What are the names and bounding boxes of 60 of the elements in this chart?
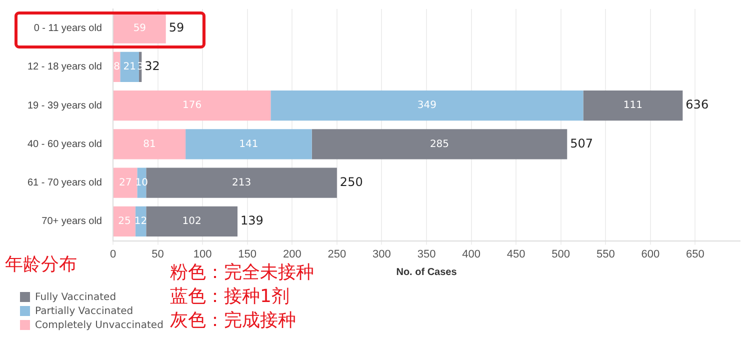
data-label: 102	[182, 216, 202, 228]
y-tick-label: 19 - 39 years old	[28, 100, 102, 112]
bar	[186, 129, 312, 160]
bar	[114, 13, 166, 44]
bar	[583, 90, 683, 121]
total-label: 250	[340, 174, 363, 189]
data-label: 81	[143, 138, 156, 150]
data-label: 111	[623, 100, 643, 112]
x-tick-label: 200	[282, 248, 302, 260]
total-label: 139	[240, 214, 264, 228]
x-tick-label: 450	[506, 248, 526, 260]
y-tick-label: 40 - 60 years old	[28, 138, 102, 150]
data-label: 12	[134, 216, 148, 228]
x-tick-label: 350	[417, 248, 436, 260]
text: 蓝色：接种1剂	[170, 285, 290, 308]
data-label: 27	[118, 177, 132, 188]
bar	[146, 168, 337, 198]
bar	[114, 168, 138, 198]
x-tick-label: 650	[686, 248, 704, 260]
x-tick-label: 0	[110, 248, 116, 260]
bar	[114, 90, 271, 121]
y-tick-label: 70+ years old	[42, 216, 102, 228]
total-label: 507	[570, 136, 594, 150]
text: 粉色：完全未接种	[170, 261, 314, 284]
total-label: 32	[144, 59, 160, 74]
bar	[114, 206, 136, 237]
y-tick-label: 12 - 18 years old	[28, 62, 102, 73]
x-tick-label: 400	[462, 248, 480, 260]
bar	[312, 129, 568, 160]
x-tick-label: 550	[596, 248, 615, 260]
x-tick-label: 150	[238, 248, 257, 260]
data-label: 349	[417, 100, 436, 112]
total-label: 59	[168, 20, 184, 34]
y-tick-label: 61 - 70 years old	[28, 178, 102, 189]
x-tick-label: 250	[328, 248, 346, 260]
x-tick-label: 600	[641, 248, 660, 260]
data-label: 21	[123, 62, 136, 73]
legend-label: Completely Unvaccinated	[35, 320, 164, 330]
x-tick-label: 300	[372, 248, 391, 260]
text: 年龄分布	[5, 253, 77, 276]
x-axis-title: No. of Cases	[396, 266, 458, 278]
y-tick-label: 0 - 11 years old	[34, 23, 102, 34]
x-tick-label: 50	[152, 248, 164, 260]
total-label: 636	[686, 98, 709, 112]
data-label: 25	[118, 216, 131, 228]
data-label: 213	[232, 177, 252, 188]
data-label: 8	[114, 62, 120, 73]
bar	[270, 90, 584, 121]
data-label: 285	[430, 138, 450, 150]
data-label: 59	[133, 22, 146, 34]
bar	[114, 129, 186, 160]
data-label: 176	[182, 100, 202, 112]
bar	[120, 52, 139, 82]
x-tick-label: 500	[552, 248, 570, 260]
legend-label: Partially Vaccinated	[35, 306, 134, 316]
x-tick-label: 100	[193, 248, 212, 260]
bar	[146, 206, 238, 237]
legend-label: Fully Vaccinated	[35, 292, 116, 302]
data-label: 141	[239, 138, 258, 150]
text: 灰色：完成接种	[170, 309, 296, 332]
